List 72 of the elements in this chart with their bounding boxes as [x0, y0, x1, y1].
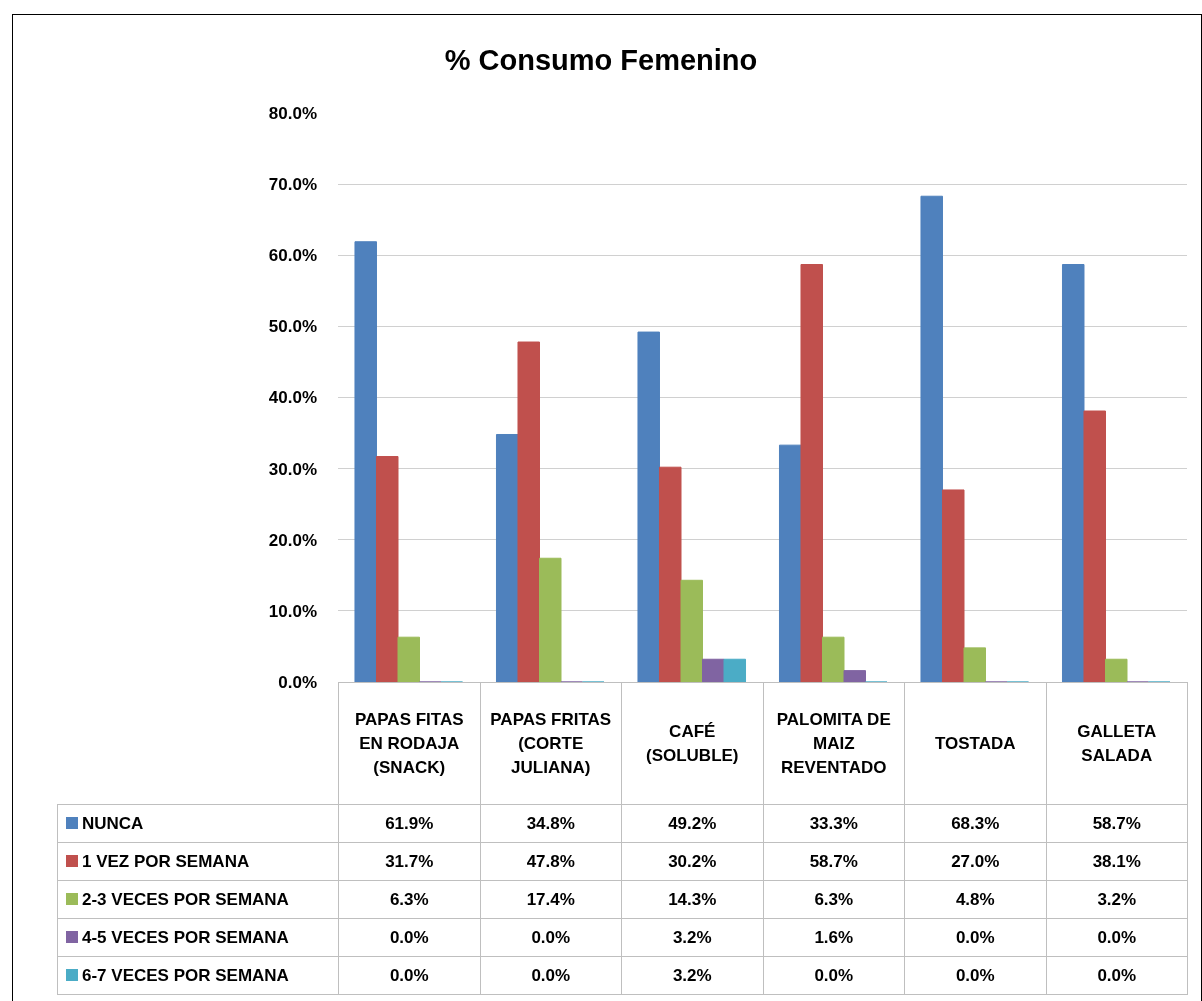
bar [843, 670, 867, 682]
data-label: 0.0% [904, 956, 1046, 995]
bar [1105, 658, 1128, 682]
bar [680, 579, 703, 682]
y-tick-label: 40.0% [268, 388, 317, 408]
legend-label: 6-7 VECES POR SEMANA [82, 965, 289, 985]
bar [1061, 264, 1085, 682]
data-label: 14.3% [621, 880, 763, 919]
data-label: 17.4% [480, 880, 622, 919]
chart-title: % Consumo Femenino [444, 43, 758, 76]
legend-label: NUNCA [82, 813, 144, 833]
bar [941, 489, 965, 682]
data-label: 58.7% [1046, 804, 1188, 843]
data-label: 27.0% [904, 842, 1046, 881]
data-label: 58.7% [763, 842, 905, 881]
bar [822, 636, 845, 682]
bar [723, 658, 747, 682]
data-label: 61.9% [338, 804, 480, 843]
bar [354, 241, 377, 682]
data-label: 0.0% [763, 956, 905, 995]
data-label: 47.8% [480, 842, 622, 881]
legend-label: 2-3 VECES POR SEMANA [82, 889, 289, 909]
data-label: 6.3% [338, 880, 480, 919]
data-label: 30.2% [621, 842, 763, 881]
bar [702, 658, 725, 682]
y-tick-label: 60.0% [268, 246, 317, 266]
y-tick-label: 50.0% [268, 317, 317, 337]
data-label: 68.3% [904, 804, 1046, 843]
data-label: 6.3% [763, 880, 905, 919]
data-label: 0.0% [338, 956, 480, 995]
legend-label: 1 VEZ POR SEMANA [82, 851, 250, 871]
bar [778, 444, 802, 682]
y-tick-label: 0.0% [278, 672, 317, 692]
y-tick-label: 80.0% [268, 103, 317, 123]
bar [375, 456, 399, 682]
x-tick-label: CAFÉ (SOLUBLE) [621, 682, 763, 805]
bar [495, 433, 519, 682]
bar [658, 466, 682, 682]
data-label: 3.2% [621, 918, 763, 957]
bar [1083, 410, 1106, 682]
y-tick-label: 70.0% [268, 175, 317, 195]
data-label: 0.0% [1046, 918, 1188, 957]
data-label: 0.0% [338, 918, 480, 957]
x-tick-label: TOSTADA [904, 682, 1046, 805]
data-label: 3.2% [621, 956, 763, 995]
bar [800, 264, 823, 682]
bar [397, 636, 420, 682]
data-label: 31.7% [338, 842, 480, 881]
data-label: 0.0% [480, 956, 622, 995]
bar [539, 557, 562, 682]
data-label: 0.0% [904, 918, 1046, 957]
data-label: 38.1% [1046, 842, 1188, 881]
data-label: 3.2% [1046, 880, 1188, 919]
data-label: 34.8% [480, 804, 622, 843]
x-tick-label: PALOMITA DE MAIZ REVENTADO [763, 682, 905, 805]
bar [920, 195, 943, 682]
data-label: 0.0% [480, 918, 622, 957]
data-label: 49.2% [621, 804, 763, 843]
data-label: 33.3% [763, 804, 905, 843]
legend-label: 4-5 VECES POR SEMANA [82, 927, 289, 947]
data-label: 0.0% [1046, 956, 1188, 995]
y-tick-label: 30.0% [268, 459, 317, 479]
y-tick-label: 20.0% [268, 530, 317, 550]
x-tick-label: PAPAS FITAS EN RODAJA (SNACK) [338, 682, 480, 805]
data-label: 1.6% [763, 918, 905, 957]
y-tick-label: 10.0% [268, 601, 317, 621]
bar [963, 647, 986, 682]
x-tick-label: PAPAS FRITAS (CORTE JULIANA) [480, 682, 622, 805]
data-label: 4.8% [904, 880, 1046, 919]
bar [517, 341, 540, 682]
bar [637, 331, 660, 682]
x-tick-label: GALLETA SALADA [1046, 682, 1188, 805]
